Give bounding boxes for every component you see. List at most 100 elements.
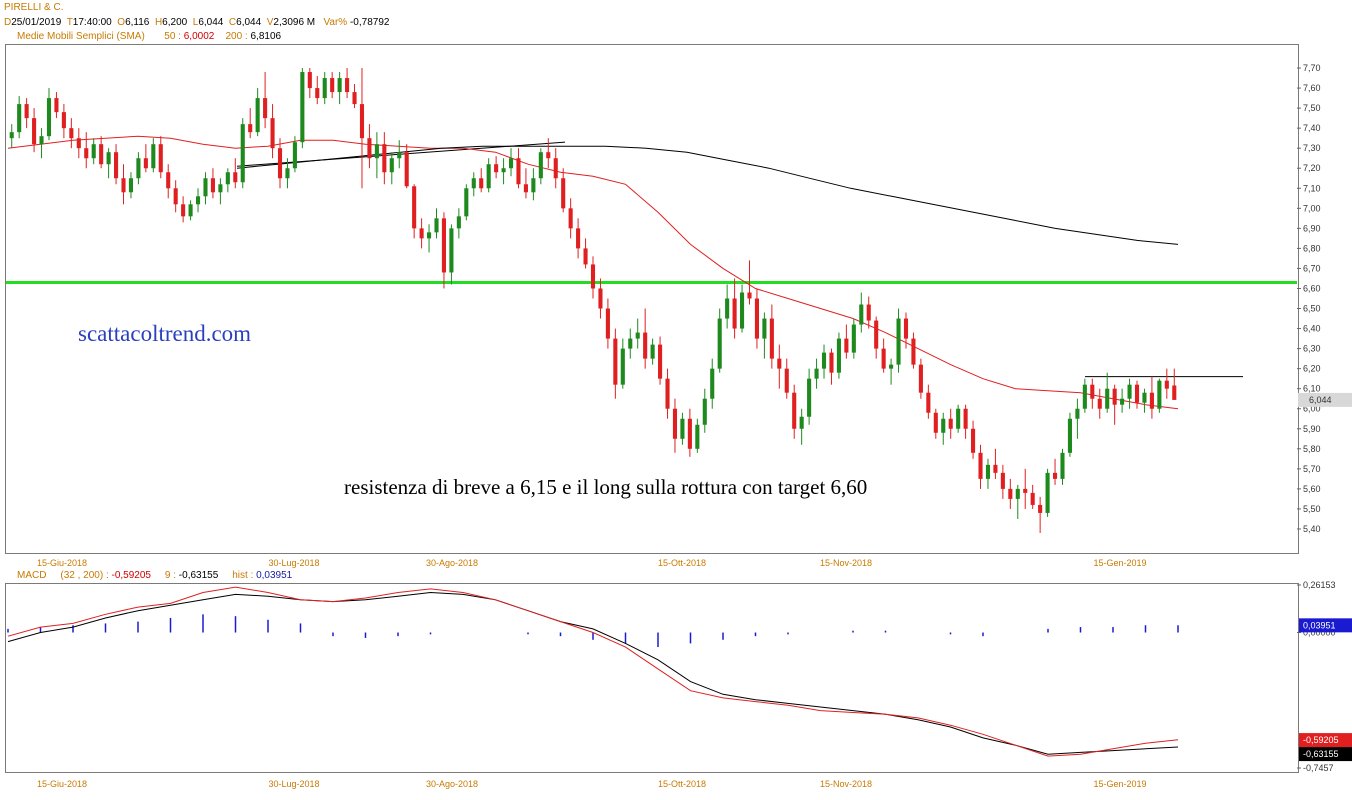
candle-body <box>807 378 812 417</box>
candle-body <box>39 136 44 145</box>
candle-body <box>359 104 365 139</box>
candle-body <box>464 188 469 217</box>
candle-body <box>240 124 245 183</box>
candle-body <box>881 348 886 369</box>
x-tick-label: 15-Gen-2019 <box>1093 558 1146 568</box>
candle-body <box>1120 398 1125 405</box>
candle-body <box>1075 408 1080 419</box>
candle-body <box>367 138 372 159</box>
candle-body <box>427 232 432 239</box>
candle-body <box>32 118 37 145</box>
candle-body <box>821 352 827 369</box>
candle-body <box>128 178 134 193</box>
candle-body <box>672 408 678 439</box>
candle-body <box>501 168 506 173</box>
candle-body <box>330 78 335 93</box>
candle-body <box>792 392 797 429</box>
candle-body <box>300 72 305 143</box>
candle-body <box>702 398 707 425</box>
macd-value-tag <box>1299 733 1352 748</box>
candle-body <box>54 98 59 113</box>
candle-body <box>84 148 89 159</box>
candle-body <box>1082 384 1087 409</box>
y-tick-label: 5,50 <box>1303 504 1321 514</box>
candle-body <box>397 152 402 159</box>
candle-body <box>799 416 804 429</box>
candle-body <box>814 368 819 379</box>
candle-body <box>322 78 327 99</box>
candle-body <box>546 152 551 159</box>
macd-y-tick-label: -0,7457 <box>1303 763 1334 773</box>
y-tick-label: 5,60 <box>1303 484 1321 494</box>
macd-y-tick-label: 0,00000 <box>1303 628 1336 638</box>
candle-body <box>993 464 998 473</box>
price-panel[interactable] <box>5 44 1299 554</box>
candle-body <box>374 144 379 159</box>
candle-body <box>665 378 670 409</box>
candle-body <box>963 408 968 429</box>
candle-body <box>210 178 215 193</box>
macd-value-label: -0,63155 <box>1303 749 1339 759</box>
candle-body <box>1060 452 1065 479</box>
candle-body <box>166 172 171 189</box>
watermark-text: scattacoltrend.com <box>78 321 251 346</box>
candle-body <box>114 152 119 179</box>
y-tick-label: 6,10 <box>1303 384 1321 394</box>
candle-body <box>151 144 156 169</box>
macd-value-label: -0,59205 <box>1303 735 1339 745</box>
candle-body <box>695 424 700 449</box>
candle-body <box>255 98 260 133</box>
candle-body <box>568 208 573 229</box>
candle-body <box>628 338 633 349</box>
candle-body <box>1090 384 1095 399</box>
x-tick-label: 15-Ott-2018 <box>658 558 706 568</box>
y-tick-label: 7,10 <box>1303 183 1321 193</box>
candle-body <box>508 158 514 169</box>
y-tick-label: 5,90 <box>1303 424 1321 434</box>
candle-body <box>181 204 186 217</box>
candle-body <box>851 324 856 353</box>
candle-body <box>195 196 201 205</box>
candle-body <box>613 338 618 385</box>
candle-body <box>1097 398 1102 409</box>
candle-body <box>173 188 178 205</box>
candle-body <box>523 184 528 193</box>
candle-body <box>948 418 953 429</box>
candle-body <box>9 132 14 139</box>
candle-body <box>24 104 29 119</box>
y-tick-label: 5,40 <box>1303 524 1321 534</box>
candle-body <box>561 178 566 209</box>
candle-body <box>874 320 879 349</box>
candle-body <box>277 148 283 179</box>
y-tick-label: 7,40 <box>1303 123 1321 133</box>
candle-body <box>650 344 655 359</box>
signal-line <box>7 591 1179 755</box>
candle-body <box>1000 472 1005 489</box>
x-tick-label: 15-Giu-2018 <box>37 558 87 568</box>
sma50-line <box>7 135 1179 410</box>
candle-body <box>315 88 320 99</box>
candle-body <box>918 364 923 393</box>
candle-body <box>516 158 521 185</box>
candle-body <box>337 78 342 93</box>
candle-body <box>233 172 238 183</box>
candle-body <box>188 204 193 217</box>
candle-body <box>754 298 759 339</box>
candle-body <box>1030 492 1035 505</box>
candle-body <box>971 428 976 453</box>
candle-body <box>710 368 715 399</box>
candle-body <box>1157 380 1162 409</box>
macd-panel[interactable] <box>5 583 1299 773</box>
candle-body <box>1067 418 1072 453</box>
x-tick-label: 15-Nov-2018 <box>820 779 872 789</box>
candle-body <box>412 186 417 229</box>
candle-body <box>17 104 22 133</box>
y-tick-label: 7,20 <box>1303 163 1321 173</box>
candle-body <box>956 408 961 429</box>
candle-body <box>61 112 66 129</box>
candle-body <box>747 292 752 299</box>
candle-body <box>896 318 901 365</box>
candle-body <box>307 72 312 89</box>
candle-body <box>158 144 163 173</box>
